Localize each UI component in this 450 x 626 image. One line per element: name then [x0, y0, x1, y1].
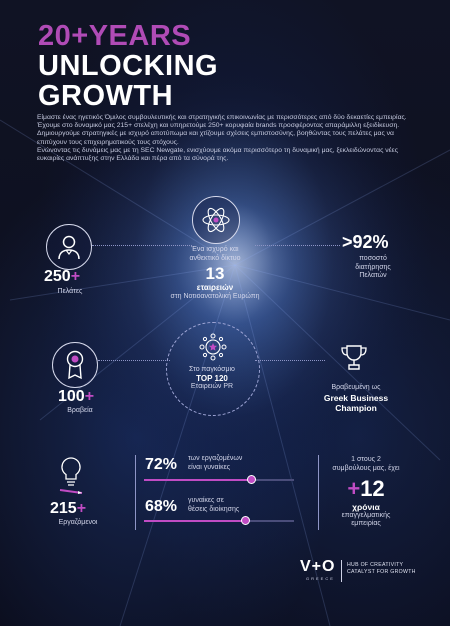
experience-label: χρόνια επαγγελματικής εμπειρίας — [341, 502, 391, 527]
network-desc: εταιρειών στη Νοτιοανατολική Ευρώπη — [160, 283, 270, 301]
experience-intro: 1 στους 2 συμβούλους μας, έχει — [332, 456, 400, 472]
plus-sign: + — [84, 388, 95, 405]
title-years: 20+YEARS — [38, 20, 192, 52]
lightbulb-icon — [58, 456, 84, 496]
connector-line — [92, 245, 192, 246]
employees-label: Εργαζόμενοι — [58, 519, 98, 526]
experience-number: +12 — [347, 476, 385, 501]
brand-logo: V+O GREECE — [300, 558, 335, 581]
logo-text: V+O — [300, 558, 336, 575]
champion-text: Βραβευμένη ως Greek Business Champion — [323, 384, 389, 413]
retention-label: ποσοστό διατήρησης Πελατών — [355, 255, 391, 279]
title-unlocking: UNLOCKING — [38, 50, 219, 82]
person-icon — [57, 234, 81, 260]
retention-number: >92% — [342, 232, 389, 252]
employees-number: 215 — [50, 500, 77, 517]
network-number: 13 — [205, 264, 225, 283]
women-mgmt-percent: 68% — [145, 498, 178, 515]
brand-divider — [341, 560, 342, 582]
divider-line — [135, 455, 136, 530]
clients-label: Πελάτες — [57, 288, 83, 295]
clients-number: 250 — [44, 268, 71, 285]
intro-paragraph-1: Είμαστε ένας ηγετικός Όμιλος συμβουλευτι… — [37, 114, 407, 130]
title-growth: GROWTH — [38, 80, 174, 112]
network-unit: εταιρειών — [196, 283, 234, 292]
women-mgmt-bar-knob — [241, 516, 250, 525]
clients-stat: 250+ — [44, 268, 96, 286]
network-star-icon — [199, 333, 227, 361]
awards-number: 100 — [58, 388, 85, 405]
intro-text: Είμαστε ένας ηγετικός Όμιλος συμβουλευτι… — [37, 114, 422, 163]
clients-icon-circle — [46, 224, 92, 270]
awards-stat: 100+ — [58, 388, 110, 406]
women-bar-knob — [247, 475, 256, 484]
plus-sign: + — [70, 268, 81, 285]
network-icon-circle — [192, 196, 240, 244]
women-label: των εργαζομένων είναι γυναίκες — [188, 455, 243, 471]
top120-circle — [166, 322, 260, 416]
medal-icon — [66, 350, 84, 380]
awards-icon-circle — [52, 342, 98, 388]
connector-line — [255, 245, 340, 246]
atom-icon — [201, 205, 231, 235]
women-mgmt-bar-fill — [144, 520, 246, 522]
women-bar-fill — [144, 479, 252, 481]
logo-sub: GREECE — [306, 576, 335, 581]
network-line1: Ένα ισχυρό και — [191, 246, 239, 253]
employees-stat: 215+ — [50, 500, 110, 518]
intro-paragraph-3: Ενώνοντας τις δυνάμεις μας με τη SEC New… — [37, 146, 398, 163]
divider-line — [318, 455, 319, 530]
women-mgmt-label: γυναίκες σε θέσεις διοίκησης — [188, 497, 240, 513]
plus-sign: + — [76, 500, 87, 517]
top120-text: Στο παγκόσμιο TOP 120 Εταιρειών PR — [189, 366, 235, 390]
connector-line — [98, 360, 170, 361]
intro-paragraph-2: Δημιουργούμε στρατηγικές με ισχυρό αποτύ… — [37, 130, 394, 146]
connector-line — [255, 360, 325, 361]
trophy-icon — [339, 343, 369, 373]
network-line2: ανθεκτικό δίκτυο — [189, 254, 241, 262]
awards-label: Βραβεία — [67, 407, 93, 414]
network-text: Ένα ισχυρό και ανθεκτικό δίκτυο — [178, 246, 252, 263]
women-percent: 72% — [145, 456, 178, 473]
network-line3: στη Νοτιοανατολική Ευρώπη — [170, 292, 260, 300]
brand-tagline: HUB OF CREATIVITY CATALYST FOR GROWTH — [347, 562, 416, 575]
